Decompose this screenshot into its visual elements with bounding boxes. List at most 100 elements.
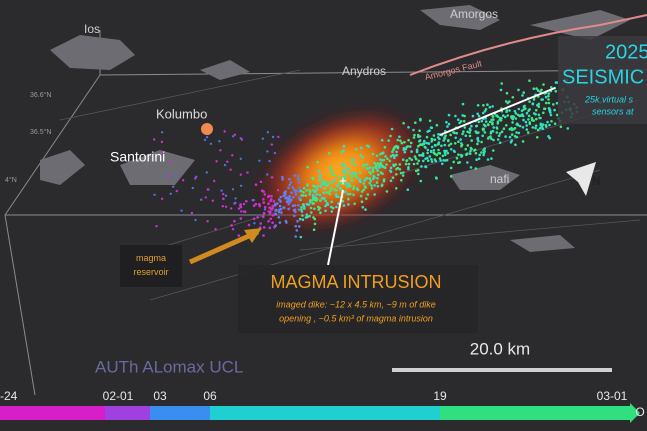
- event-dot: [205, 136, 209, 139]
- event-dot: [495, 127, 499, 130]
- event-dot: [465, 153, 468, 157]
- event-dot: [499, 88, 503, 92]
- event-dot: [548, 136, 551, 140]
- event-dot: [521, 140, 525, 143]
- event-dot: [333, 188, 337, 191]
- label-box: [238, 265, 478, 333]
- event-dot: [205, 171, 208, 174]
- event-dot: [498, 132, 502, 135]
- event-dot: [525, 124, 528, 127]
- event-dot: [293, 204, 297, 207]
- event-dot: [262, 234, 265, 237]
- event-dot: [412, 162, 416, 166]
- event-dot: [363, 185, 367, 188]
- event-dot: [464, 147, 468, 151]
- event-dot: [439, 159, 443, 162]
- event-dot: [481, 111, 485, 115]
- event-dot: [452, 160, 456, 164]
- event-dot: [412, 128, 415, 132]
- event-dot: [502, 127, 506, 130]
- event-dot: [395, 150, 398, 154]
- event-dot: [328, 181, 332, 185]
- event-dot: [400, 178, 403, 182]
- event-dot: [267, 195, 270, 199]
- event-dot: [547, 94, 550, 98]
- event-dot: [480, 140, 483, 144]
- event-dot: [496, 120, 500, 123]
- event-dot: [160, 131, 164, 134]
- event-dot: [240, 138, 244, 141]
- event-dot: [269, 217, 273, 221]
- event-dot: [229, 168, 232, 171]
- event-dot: [495, 114, 498, 118]
- event-dot: [550, 120, 553, 123]
- event-dot: [454, 114, 457, 118]
- event-dot: [361, 206, 365, 209]
- event-dot: [492, 138, 495, 142]
- event-dot: [287, 207, 291, 211]
- event-dot: [432, 149, 436, 152]
- event-dot: [301, 218, 305, 221]
- event-dot: [296, 219, 299, 223]
- event-dot: [508, 109, 511, 112]
- event-dot: [385, 190, 389, 193]
- event-dot: [434, 176, 438, 179]
- event-dot: [508, 100, 511, 103]
- event-dot: [277, 210, 281, 214]
- event-dot: [532, 87, 536, 90]
- event-dot: [359, 154, 363, 157]
- event-dot: [559, 125, 563, 129]
- event-dot: [224, 194, 228, 197]
- event-dot: [424, 165, 427, 168]
- event-dot: [242, 202, 246, 206]
- event-dot: [490, 157, 493, 160]
- event-dot: [548, 108, 551, 111]
- event-dot: [358, 179, 362, 183]
- event-dot: [410, 150, 413, 153]
- event-dot: [355, 187, 359, 190]
- event-dot: [435, 123, 439, 127]
- event-dot: [403, 150, 407, 154]
- event-dot: [541, 98, 544, 101]
- event-dot: [379, 158, 382, 161]
- event-dot: [407, 166, 410, 169]
- event-dot: [408, 145, 412, 148]
- event-dot: [546, 120, 549, 124]
- event-dot: [380, 139, 384, 142]
- event-dot: [319, 211, 322, 214]
- event-dot: [330, 186, 333, 190]
- event-dot: [394, 163, 398, 166]
- event-dot: [491, 115, 495, 118]
- event-dot: [382, 158, 386, 162]
- event-dot: [484, 120, 488, 123]
- event-dot: [407, 162, 411, 166]
- event-dot: [476, 142, 479, 146]
- event-dot: [270, 143, 273, 146]
- event-dot: [492, 126, 496, 129]
- event-dot: [470, 139, 474, 142]
- event-dot: [153, 193, 156, 196]
- event-dot: [437, 142, 440, 146]
- event-dot: [282, 206, 286, 209]
- event-dot: [491, 129, 495, 133]
- event-dot: [496, 138, 500, 141]
- event-dot: [231, 154, 234, 157]
- event-dot: [483, 131, 487, 134]
- event-dot: [335, 184, 339, 188]
- event-dot: [476, 104, 480, 107]
- event-dot: [273, 225, 276, 229]
- event-dot: [343, 164, 347, 167]
- event-dot: [537, 113, 541, 117]
- event-dot: [324, 183, 327, 186]
- event-dot: [302, 203, 305, 206]
- event-dot: [360, 200, 364, 203]
- event-dot: [298, 197, 301, 200]
- event-dot: [316, 160, 320, 164]
- event-dot: [181, 179, 185, 182]
- event-dot: [445, 120, 448, 124]
- event-dot: [267, 219, 270, 223]
- event-dot: [351, 172, 354, 175]
- event-dot: [500, 130, 504, 133]
- event-dot: [195, 175, 198, 178]
